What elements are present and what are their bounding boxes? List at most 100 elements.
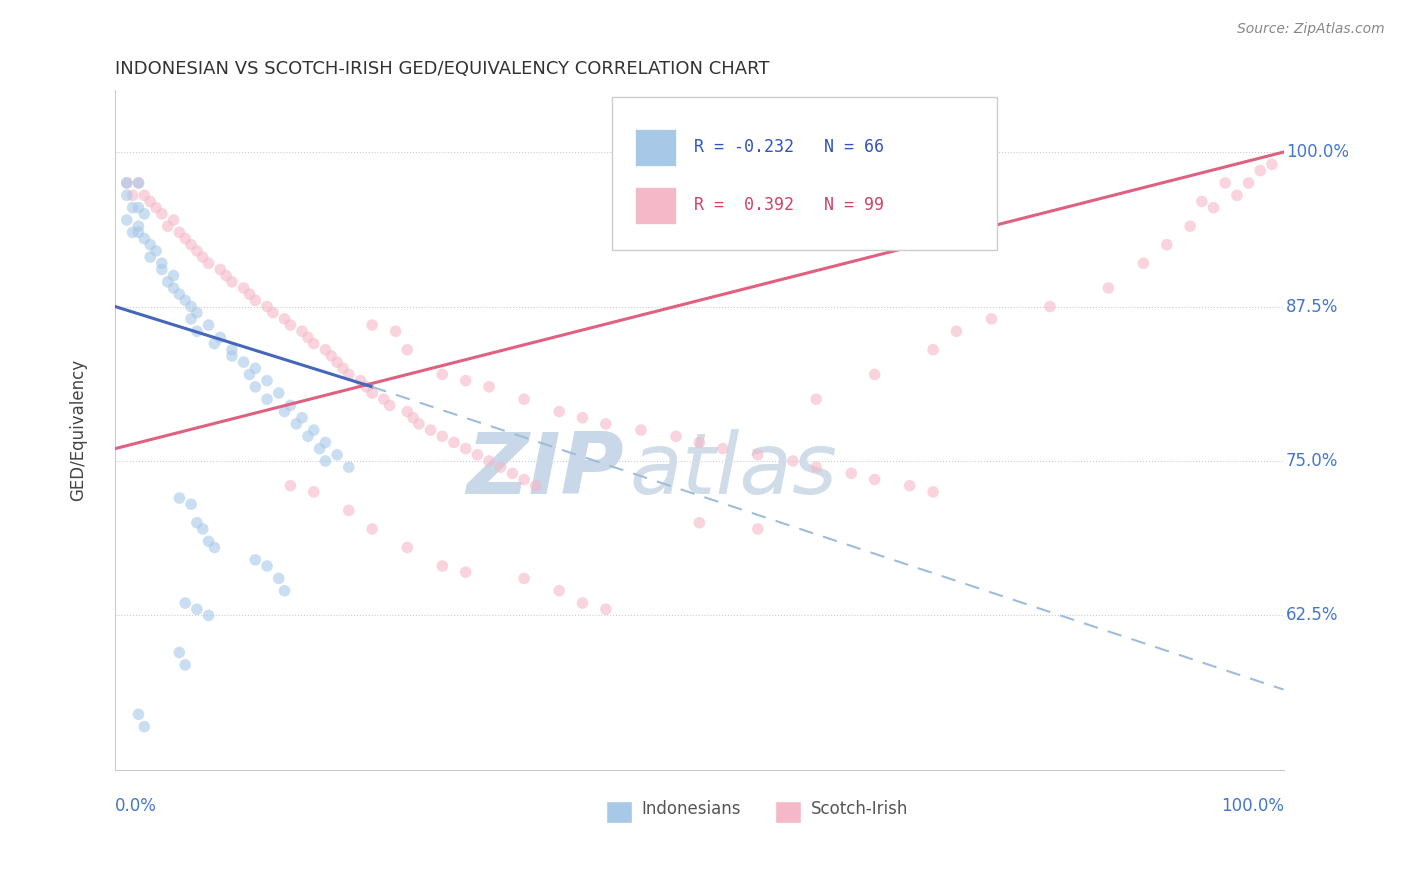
- Point: [215, 268, 238, 283]
- Point: [1039, 300, 1062, 314]
- Point: [267, 386, 290, 401]
- Point: [139, 237, 162, 252]
- Point: [396, 404, 419, 418]
- Point: [209, 330, 232, 344]
- Point: [273, 583, 295, 598]
- Point: [121, 188, 143, 202]
- Point: [513, 571, 536, 585]
- Point: [443, 435, 465, 450]
- Point: [432, 429, 454, 443]
- FancyBboxPatch shape: [775, 801, 801, 823]
- Point: [232, 355, 254, 369]
- Point: [256, 374, 278, 388]
- Point: [524, 478, 547, 492]
- Point: [1132, 256, 1154, 270]
- Point: [361, 386, 384, 401]
- Point: [478, 454, 501, 468]
- Point: [548, 404, 571, 418]
- Point: [191, 250, 214, 264]
- Point: [186, 244, 208, 258]
- Point: [980, 311, 1002, 326]
- Point: [197, 534, 219, 549]
- Point: [232, 281, 254, 295]
- Point: [1178, 219, 1201, 234]
- Point: [432, 368, 454, 382]
- Point: [162, 281, 184, 295]
- Point: [150, 256, 173, 270]
- Text: Indonesians: Indonesians: [641, 800, 741, 818]
- Point: [115, 213, 138, 227]
- Point: [863, 473, 886, 487]
- Text: GED/Equivalency: GED/Equivalency: [69, 359, 87, 501]
- Point: [285, 417, 308, 431]
- Point: [384, 324, 406, 338]
- Point: [221, 349, 243, 363]
- Text: atlas: atlas: [630, 429, 837, 512]
- Text: Source: ZipAtlas.com: Source: ZipAtlas.com: [1237, 22, 1385, 37]
- Point: [221, 343, 243, 357]
- Point: [898, 478, 921, 492]
- Point: [169, 491, 191, 505]
- Point: [361, 318, 384, 332]
- Point: [373, 392, 395, 407]
- Point: [332, 361, 354, 376]
- Text: 0.0%: 0.0%: [115, 797, 157, 815]
- Point: [863, 368, 886, 382]
- Point: [665, 429, 688, 443]
- FancyBboxPatch shape: [612, 97, 997, 250]
- Point: [630, 423, 652, 437]
- Point: [280, 398, 302, 412]
- Point: [297, 429, 319, 443]
- Point: [273, 311, 295, 326]
- Point: [186, 306, 208, 320]
- Point: [291, 324, 314, 338]
- Point: [548, 583, 571, 598]
- Point: [204, 541, 226, 555]
- Point: [1191, 194, 1213, 209]
- Point: [197, 256, 219, 270]
- Point: [782, 454, 804, 468]
- Point: [501, 467, 523, 481]
- Point: [467, 448, 489, 462]
- Point: [321, 349, 343, 363]
- Point: [513, 392, 536, 407]
- Point: [361, 522, 384, 536]
- Point: [245, 293, 267, 308]
- Point: [747, 522, 769, 536]
- Point: [280, 318, 302, 332]
- Point: [1202, 201, 1225, 215]
- Point: [308, 442, 330, 456]
- Point: [169, 646, 191, 660]
- Point: [922, 343, 945, 357]
- Point: [127, 176, 149, 190]
- Point: [419, 423, 441, 437]
- Text: 100.0%: 100.0%: [1220, 797, 1284, 815]
- Point: [245, 553, 267, 567]
- Point: [245, 380, 267, 394]
- Point: [245, 361, 267, 376]
- Point: [806, 460, 828, 475]
- Point: [326, 448, 349, 462]
- Point: [180, 300, 202, 314]
- Point: [302, 423, 325, 437]
- Text: 100.0%: 100.0%: [1286, 143, 1348, 161]
- Text: R =  0.392   N = 99: R = 0.392 N = 99: [693, 196, 883, 214]
- Point: [256, 392, 278, 407]
- Point: [478, 380, 501, 394]
- Point: [162, 213, 184, 227]
- FancyBboxPatch shape: [606, 801, 631, 823]
- Point: [174, 657, 197, 672]
- Point: [688, 516, 710, 530]
- Point: [197, 608, 219, 623]
- Point: [1213, 176, 1236, 190]
- Point: [1226, 188, 1249, 202]
- Point: [454, 565, 477, 579]
- Point: [127, 226, 149, 240]
- Point: [197, 318, 219, 332]
- Point: [711, 442, 734, 456]
- Point: [145, 244, 167, 258]
- Point: [396, 541, 419, 555]
- Point: [204, 336, 226, 351]
- Point: [150, 262, 173, 277]
- Point: [186, 324, 208, 338]
